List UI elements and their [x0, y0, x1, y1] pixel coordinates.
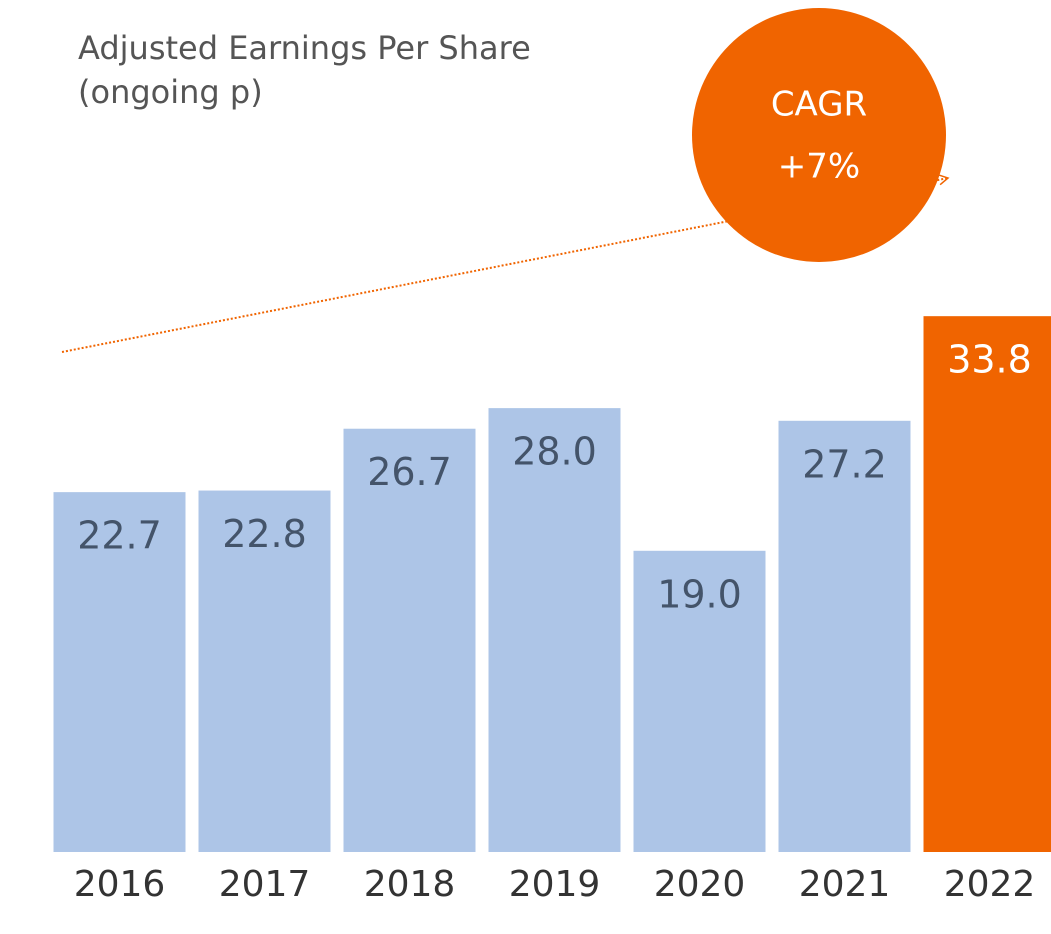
annotation: CAGR — [771, 85, 867, 125]
bar — [778, 420, 911, 852]
annotation: +7% — [778, 147, 860, 187]
chart-title-block: Adjusted Earnings Per Share (ongoing p) — [78, 26, 548, 114]
data-label: 22.8 — [222, 512, 307, 556]
bar — [198, 490, 331, 852]
x-tick-label: 2019 — [509, 864, 601, 905]
x-tick-label: 2017 — [219, 864, 311, 905]
x-tick-label: 2018 — [364, 864, 456, 905]
data-label: 22.7 — [77, 514, 162, 558]
chart-subtitle: (ongoing p) — [78, 73, 263, 111]
data-label: 28.0 — [512, 430, 597, 474]
bar — [53, 492, 186, 852]
data-label: 19.0 — [657, 572, 742, 616]
bar — [633, 550, 766, 852]
chart-title: Adjusted Earnings Per Share — [78, 29, 531, 67]
x-tick-label: 2020 — [654, 864, 746, 905]
data-label: 27.2 — [802, 442, 887, 486]
x-tick-label: 2016 — [74, 864, 166, 905]
bar — [488, 408, 621, 852]
data-label: 33.8 — [947, 338, 1032, 382]
x-tick-label: 2022 — [944, 864, 1036, 905]
bar — [923, 316, 1051, 852]
bar — [343, 428, 476, 852]
cagr-bubble — [692, 8, 946, 262]
data-label: 26.7 — [367, 450, 452, 494]
x-tick-label: 2021 — [799, 864, 891, 905]
